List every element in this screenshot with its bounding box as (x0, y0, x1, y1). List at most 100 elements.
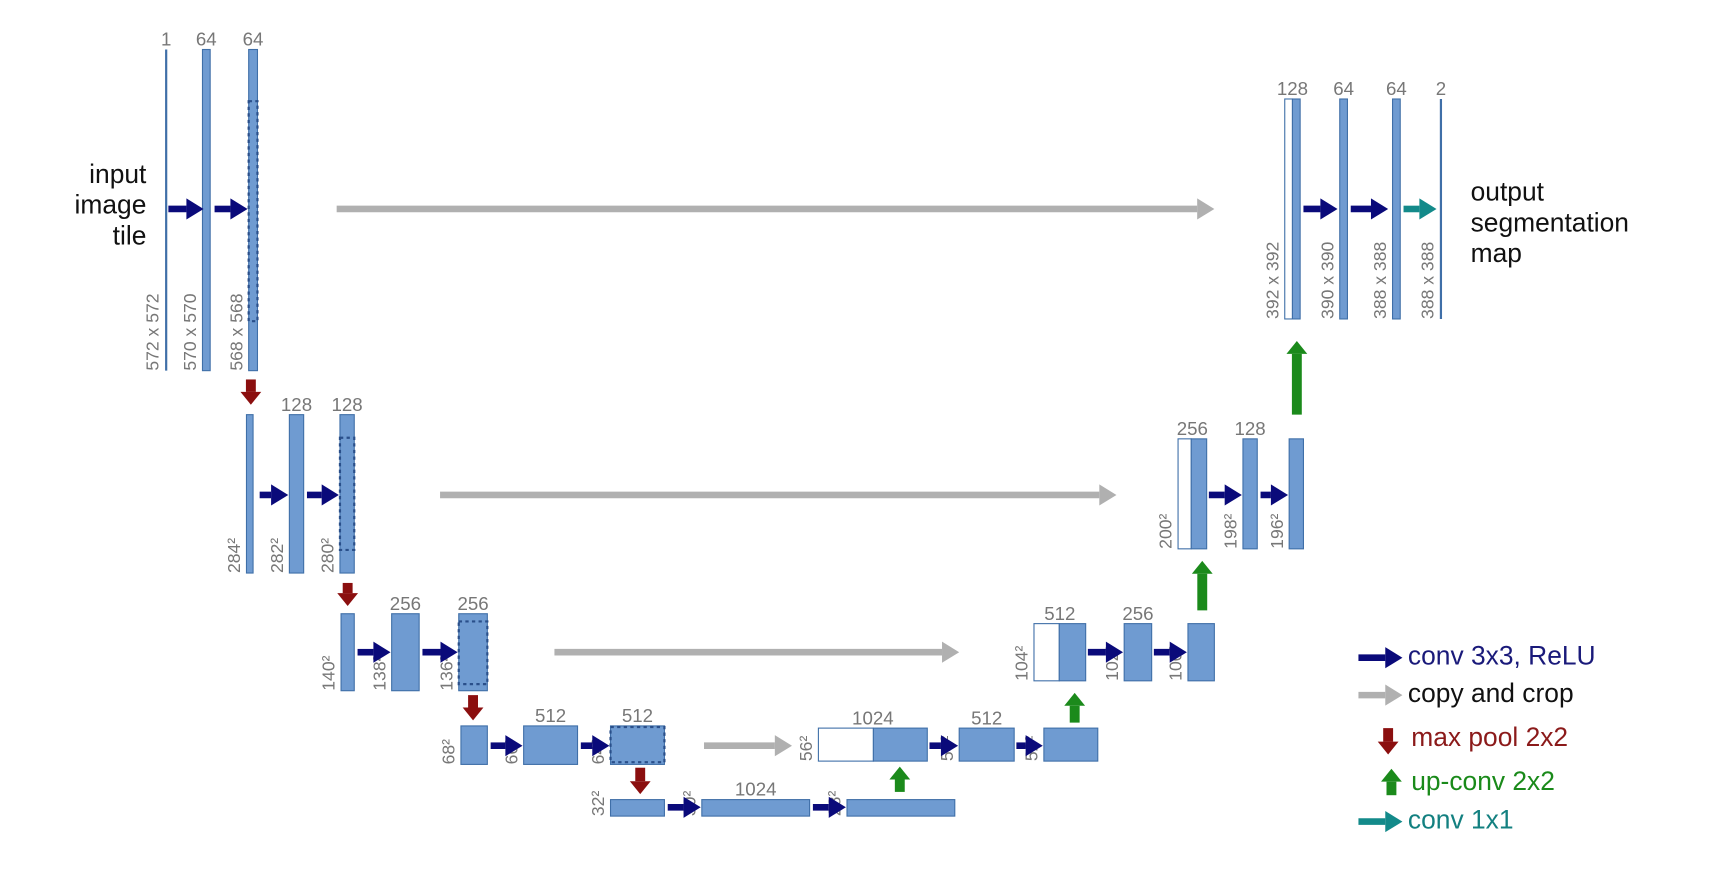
conv-arrow-part (1320, 198, 1338, 220)
channel-label: 256 (1122, 603, 1153, 624)
block (1043, 727, 1099, 762)
input-label: input (89, 159, 147, 189)
conv-arrow-part (1169, 641, 1187, 663)
pool-arrow (337, 582, 359, 607)
conv1x1-arrow (1403, 198, 1437, 220)
upconv-arrow (889, 766, 911, 792)
block (1123, 623, 1153, 682)
legend-label: copy and crop (1408, 678, 1574, 708)
conv-arrow (580, 735, 610, 757)
conv-arrow (306, 484, 339, 506)
input-label: tile (113, 221, 147, 251)
block (1339, 98, 1348, 320)
size-label: 282² (267, 538, 287, 573)
copy-arrow (554, 641, 960, 663)
block (846, 799, 956, 817)
block (1291, 98, 1301, 320)
channel-label: 128 (1277, 78, 1308, 99)
channel-label: 512 (622, 705, 653, 726)
upconv-arrow (1191, 560, 1213, 611)
crop-region (338, 436, 356, 552)
block (245, 414, 254, 574)
copy-arrow (440, 484, 1117, 506)
conv-arrow-part (828, 796, 846, 818)
size-label: 280² (318, 538, 338, 573)
channel-label: 64 (196, 29, 217, 50)
copy-arrow (336, 198, 1215, 220)
block (609, 799, 665, 817)
conv1x1-arrow-part (1419, 198, 1437, 220)
output-label: map (1471, 238, 1522, 268)
upconv-arrow (1064, 692, 1086, 723)
pool-arrow (629, 767, 651, 795)
block (340, 613, 355, 692)
conv-arrow (1260, 484, 1289, 506)
block-copied (1284, 98, 1293, 320)
channel-label: 512 (971, 707, 1002, 728)
block (1187, 623, 1215, 682)
conv-arrow-part (440, 641, 458, 663)
size-label: 392 x 392 (1262, 242, 1282, 319)
channel-label: 128 (1235, 418, 1266, 439)
channel-label: 128 (332, 394, 363, 415)
conv-arrow-part (321, 484, 339, 506)
crop-region (247, 100, 259, 323)
channel-label: 512 (1044, 603, 1075, 624)
legend-icon (1381, 768, 1402, 796)
upconv-arrow (1286, 340, 1308, 415)
size-label: 32² (588, 791, 608, 817)
crop-region (457, 620, 489, 686)
size-label: 568 x 568 (226, 293, 246, 370)
conv-arrow (490, 735, 523, 757)
pool-arrow-part (337, 593, 359, 607)
channel-label: 128 (281, 394, 312, 415)
size-label: 196² (1267, 514, 1287, 549)
upconv-arrow-part (1286, 340, 1308, 354)
size-label: 198² (1221, 514, 1241, 549)
conv-arrow-part (505, 735, 523, 757)
legend-label: conv 3x3, ReLU (1408, 641, 1596, 671)
conv-arrow-part (940, 735, 959, 757)
block-copied (1177, 438, 1192, 550)
conv-arrow (1016, 735, 1043, 757)
channel-label: 64 (243, 29, 264, 50)
conv-arrow-part (373, 641, 391, 663)
block-copied (1033, 623, 1060, 682)
channel-label: 2 (1436, 78, 1446, 99)
block (958, 727, 1015, 762)
pool-arrow-part (462, 707, 484, 721)
block (248, 48, 259, 372)
channel-label: 512 (535, 705, 566, 726)
size-label: 104² (1012, 645, 1032, 680)
pool-arrow (462, 695, 484, 721)
size-label: 136² (436, 655, 456, 690)
copy-arrow-part (942, 641, 960, 663)
legend-icon (1377, 728, 1399, 755)
block (609, 725, 665, 765)
block (458, 613, 488, 692)
copy-arrow (704, 735, 793, 757)
channel-label: 64 (1333, 78, 1354, 99)
output-label: segmentation (1471, 207, 1629, 237)
conv-arrow-part (592, 735, 610, 757)
block (391, 613, 420, 692)
size-label: 138² (369, 655, 389, 690)
legend-icon (1358, 647, 1403, 669)
block (1058, 623, 1087, 682)
conv-arrow (812, 796, 846, 818)
legend-label: up-conv 2x2 (1411, 766, 1555, 796)
input-label: image (75, 190, 147, 220)
block (1391, 98, 1401, 320)
conv-arrow (357, 641, 391, 663)
conv-arrow (214, 198, 248, 220)
conv-arrow-part (186, 198, 204, 220)
conv-arrow (1153, 641, 1187, 663)
channel-label: 256 (390, 593, 421, 614)
pool-arrow-part (629, 781, 651, 795)
channel-label: 1024 (852, 707, 894, 728)
block (701, 799, 811, 817)
copy-arrow-part (774, 735, 793, 757)
conv-arrow-part (1270, 484, 1289, 506)
